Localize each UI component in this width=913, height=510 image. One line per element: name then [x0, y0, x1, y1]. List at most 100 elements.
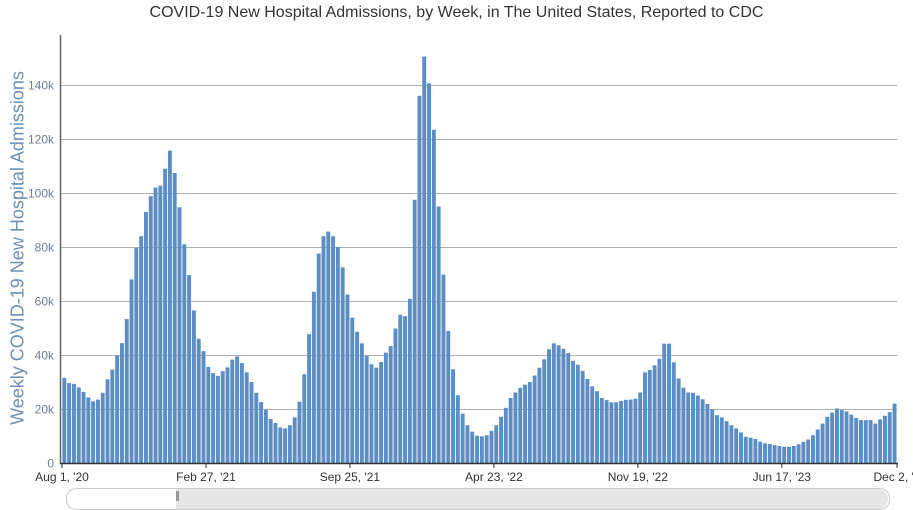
bar[interactable]	[398, 314, 403, 463]
bar[interactable]	[345, 294, 350, 464]
bar[interactable]	[340, 267, 345, 464]
bar[interactable]	[571, 360, 575, 463]
bar[interactable]	[331, 236, 336, 463]
bar[interactable]	[220, 371, 225, 463]
bar[interactable]	[417, 95, 422, 464]
bar[interactable]	[532, 375, 537, 464]
bar[interactable]	[604, 400, 609, 463]
bar[interactable]	[374, 367, 379, 463]
bar[interactable]	[206, 366, 211, 463]
bar[interactable]	[446, 331, 451, 463]
bar[interactable]	[67, 383, 72, 463]
bar[interactable]	[475, 435, 479, 463]
bar[interactable]	[297, 401, 302, 463]
bar[interactable]	[263, 409, 268, 464]
bar[interactable]	[561, 348, 566, 463]
bar[interactable]	[172, 173, 177, 463]
bar[interactable]	[508, 397, 513, 463]
bar[interactable]	[427, 83, 432, 464]
bar[interactable]	[590, 386, 595, 463]
bar[interactable]	[863, 420, 868, 463]
bar[interactable]	[335, 247, 340, 463]
bar[interactable]	[148, 196, 153, 463]
bar[interactable]	[470, 431, 475, 463]
bar[interactable]	[628, 399, 633, 463]
bar[interactable]	[643, 372, 647, 463]
bar[interactable]	[513, 392, 518, 464]
bar[interactable]	[167, 150, 172, 463]
bar[interactable]	[321, 236, 326, 463]
bar[interactable]	[153, 187, 158, 463]
bar[interactable]	[412, 199, 417, 464]
bar[interactable]	[230, 359, 235, 463]
bar[interactable]	[81, 392, 86, 463]
bar[interactable]	[811, 435, 815, 463]
bar[interactable]	[191, 310, 196, 463]
bar[interactable]	[739, 432, 743, 464]
bar[interactable]	[705, 403, 710, 463]
bar[interactable]	[638, 392, 643, 464]
bar[interactable]	[139, 236, 144, 463]
bar[interactable]	[379, 362, 384, 463]
bar[interactable]	[575, 364, 580, 463]
bar[interactable]	[523, 384, 527, 463]
bar[interactable]	[129, 279, 134, 463]
bar[interactable]	[134, 248, 139, 463]
bar[interactable]	[849, 414, 854, 463]
bar[interactable]	[311, 291, 316, 463]
bar[interactable]	[484, 435, 489, 463]
bar[interactable]	[695, 395, 700, 464]
bar[interactable]	[465, 425, 470, 463]
bar[interactable]	[499, 416, 503, 463]
bar[interactable]	[503, 407, 508, 463]
bar[interactable]	[119, 343, 124, 463]
bar[interactable]	[283, 428, 288, 463]
bar[interactable]	[748, 437, 753, 463]
bar[interactable]	[892, 403, 897, 463]
bar[interactable]	[700, 399, 705, 463]
bar[interactable]	[158, 185, 163, 463]
bar[interactable]	[791, 446, 796, 463]
bar[interactable]	[830, 412, 835, 464]
bar[interactable]	[124, 319, 129, 463]
bar[interactable]	[585, 379, 590, 463]
bar[interactable]	[441, 274, 446, 464]
bar[interactable]	[647, 369, 652, 463]
bar[interactable]	[547, 349, 551, 463]
bar[interactable]	[350, 317, 355, 463]
bar[interactable]	[316, 253, 321, 464]
bar[interactable]	[772, 445, 777, 463]
bar[interactable]	[787, 446, 791, 463]
bar[interactable]	[268, 419, 273, 463]
bar[interactable]	[163, 168, 168, 463]
bar[interactable]	[537, 367, 542, 463]
bar[interactable]	[494, 425, 499, 463]
bar[interactable]	[796, 444, 801, 463]
bar[interactable]	[479, 436, 484, 463]
bar[interactable]	[143, 211, 148, 463]
bar[interactable]	[364, 355, 369, 463]
bar[interactable]	[854, 417, 859, 463]
bar[interactable]	[662, 343, 667, 463]
bar[interactable]	[100, 392, 105, 463]
bar[interactable]	[609, 402, 614, 464]
bar[interactable]	[518, 387, 523, 463]
bar[interactable]	[599, 397, 604, 463]
bar[interactable]	[383, 352, 388, 463]
bar[interactable]	[431, 129, 436, 464]
bar[interactable]	[359, 343, 364, 463]
bar[interactable]	[623, 399, 628, 463]
bar[interactable]	[244, 372, 249, 463]
bar[interactable]	[767, 444, 772, 463]
bar[interactable]	[393, 328, 398, 464]
bar[interactable]	[527, 382, 532, 463]
bar[interactable]	[729, 425, 734, 463]
bar[interactable]	[292, 417, 297, 463]
bar[interactable]	[681, 387, 686, 463]
bar[interactable]	[825, 416, 830, 463]
bar[interactable]	[355, 331, 360, 463]
bar[interactable]	[734, 428, 739, 463]
bar[interactable]	[878, 419, 883, 463]
bar[interactable]	[887, 412, 892, 463]
bar[interactable]	[839, 410, 844, 463]
